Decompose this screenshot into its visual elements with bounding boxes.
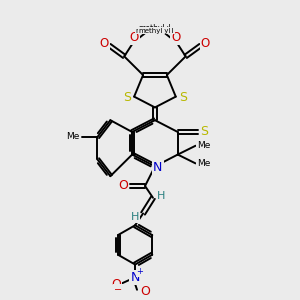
Text: methyl: methyl [136,28,160,34]
Text: Me: Me [197,159,210,168]
Text: H: H [131,212,139,222]
Text: O: O [111,278,121,291]
Text: methyl: methyl [150,28,174,34]
Text: S: S [200,125,208,139]
Text: methyl: methyl [147,28,171,34]
Text: H: H [157,191,165,201]
Text: methyl: methyl [145,24,171,33]
Text: O: O [171,31,180,44]
Text: methyl: methyl [154,29,159,31]
Text: O: O [118,179,128,193]
Text: S: S [123,91,131,104]
Text: methyl: methyl [151,29,155,31]
Text: Me: Me [66,132,80,141]
Text: −: − [114,285,122,295]
Text: +: + [137,267,143,276]
Text: O: O [140,285,150,298]
Text: N: N [130,271,140,284]
Text: Me: Me [197,141,210,150]
Text: O: O [201,37,210,50]
Text: methyl: methyl [139,24,165,33]
Text: N: N [153,161,163,174]
Text: S: S [179,91,187,104]
Text: O: O [100,37,109,50]
Text: methyl: methyl [139,28,163,34]
Text: O: O [130,31,139,44]
